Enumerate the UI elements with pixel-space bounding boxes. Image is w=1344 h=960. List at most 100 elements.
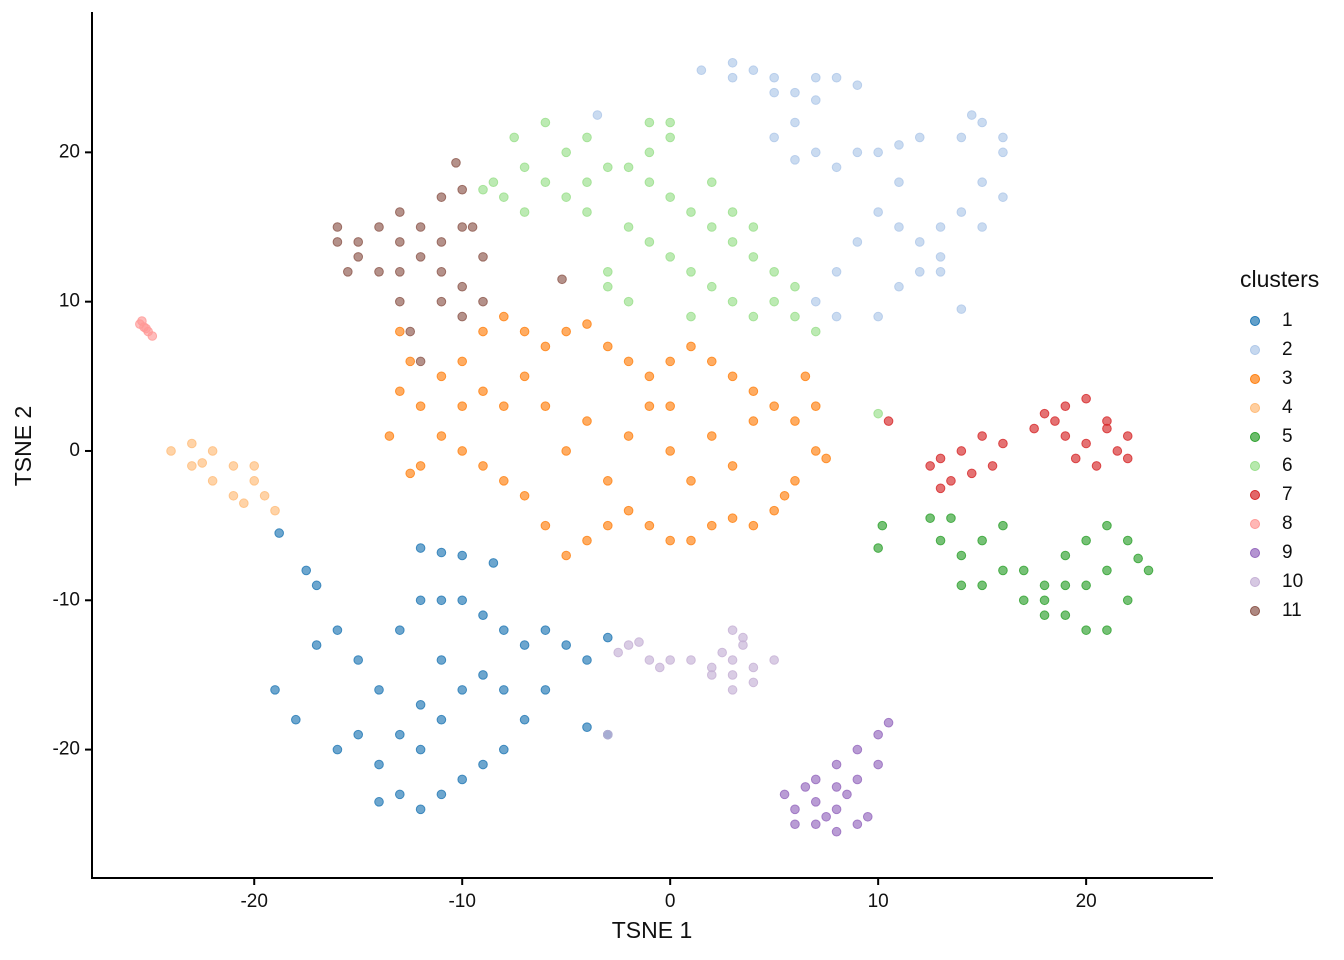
point bbox=[415, 222, 426, 232]
point bbox=[831, 267, 842, 277]
point bbox=[644, 371, 655, 382]
legend-label: 8 bbox=[1282, 513, 1293, 534]
point bbox=[384, 431, 395, 441]
point bbox=[498, 625, 509, 635]
point bbox=[831, 311, 842, 322]
point bbox=[270, 685, 280, 695]
point bbox=[498, 685, 509, 695]
point bbox=[665, 535, 675, 546]
point bbox=[977, 222, 987, 232]
point bbox=[1122, 453, 1133, 464]
point bbox=[1122, 431, 1133, 441]
point bbox=[353, 729, 364, 740]
point bbox=[873, 759, 883, 770]
point bbox=[187, 461, 197, 471]
point bbox=[451, 158, 461, 168]
point bbox=[852, 80, 863, 90]
point bbox=[925, 461, 935, 471]
point bbox=[935, 222, 946, 232]
point bbox=[436, 714, 447, 725]
point bbox=[977, 177, 987, 188]
point bbox=[810, 774, 821, 785]
point bbox=[623, 162, 634, 173]
point bbox=[665, 446, 675, 456]
point bbox=[769, 267, 779, 277]
point bbox=[810, 326, 821, 337]
point bbox=[374, 222, 384, 232]
point bbox=[457, 184, 468, 195]
point bbox=[1018, 595, 1029, 606]
point bbox=[457, 311, 468, 322]
legend-label: 3 bbox=[1282, 368, 1293, 389]
point bbox=[790, 819, 800, 830]
point bbox=[998, 147, 1008, 158]
point bbox=[478, 610, 488, 621]
point bbox=[1039, 408, 1050, 419]
point bbox=[686, 341, 696, 352]
point bbox=[582, 535, 592, 546]
point bbox=[831, 826, 842, 837]
point bbox=[883, 416, 894, 426]
point bbox=[467, 222, 478, 232]
point bbox=[353, 237, 364, 247]
point bbox=[790, 155, 800, 165]
point bbox=[249, 461, 260, 471]
point bbox=[706, 222, 717, 232]
point bbox=[540, 520, 551, 531]
point bbox=[665, 655, 675, 665]
point bbox=[478, 184, 488, 195]
point bbox=[1018, 565, 1029, 576]
point bbox=[810, 446, 821, 456]
point bbox=[623, 296, 634, 307]
point bbox=[353, 655, 364, 665]
point bbox=[509, 132, 519, 143]
point bbox=[1081, 393, 1091, 404]
legend-label: 10 bbox=[1282, 571, 1303, 592]
legend-label: 2 bbox=[1282, 339, 1293, 360]
point bbox=[956, 550, 967, 561]
point bbox=[602, 341, 613, 352]
point bbox=[987, 461, 998, 471]
point bbox=[582, 722, 592, 732]
point bbox=[141, 323, 151, 334]
point bbox=[561, 326, 571, 337]
point bbox=[457, 222, 468, 232]
point bbox=[374, 685, 384, 695]
legend-label: 4 bbox=[1282, 397, 1293, 418]
point bbox=[498, 476, 509, 486]
point bbox=[821, 453, 831, 464]
point bbox=[405, 356, 416, 367]
point bbox=[769, 296, 779, 307]
point bbox=[1081, 580, 1091, 591]
point bbox=[665, 192, 675, 202]
point bbox=[748, 252, 759, 262]
point bbox=[436, 655, 447, 665]
point bbox=[873, 147, 883, 158]
point bbox=[343, 267, 353, 277]
point bbox=[831, 72, 842, 83]
point bbox=[519, 326, 530, 337]
point bbox=[592, 110, 603, 120]
point bbox=[249, 476, 260, 486]
point bbox=[706, 670, 717, 680]
point bbox=[623, 356, 634, 367]
point bbox=[395, 386, 405, 397]
point bbox=[415, 356, 426, 367]
point bbox=[1112, 446, 1123, 456]
point bbox=[415, 595, 426, 606]
point bbox=[727, 670, 738, 680]
legend-swatch bbox=[1250, 548, 1260, 558]
point bbox=[644, 237, 655, 247]
point bbox=[457, 446, 468, 456]
point bbox=[966, 110, 977, 120]
point bbox=[862, 811, 873, 822]
y-tick-label: -20 bbox=[53, 739, 80, 760]
point bbox=[1081, 438, 1091, 449]
point bbox=[748, 386, 759, 397]
legend-swatch bbox=[1250, 316, 1260, 326]
point bbox=[748, 222, 759, 232]
point bbox=[769, 72, 779, 83]
point bbox=[810, 296, 821, 307]
point bbox=[800, 371, 811, 382]
